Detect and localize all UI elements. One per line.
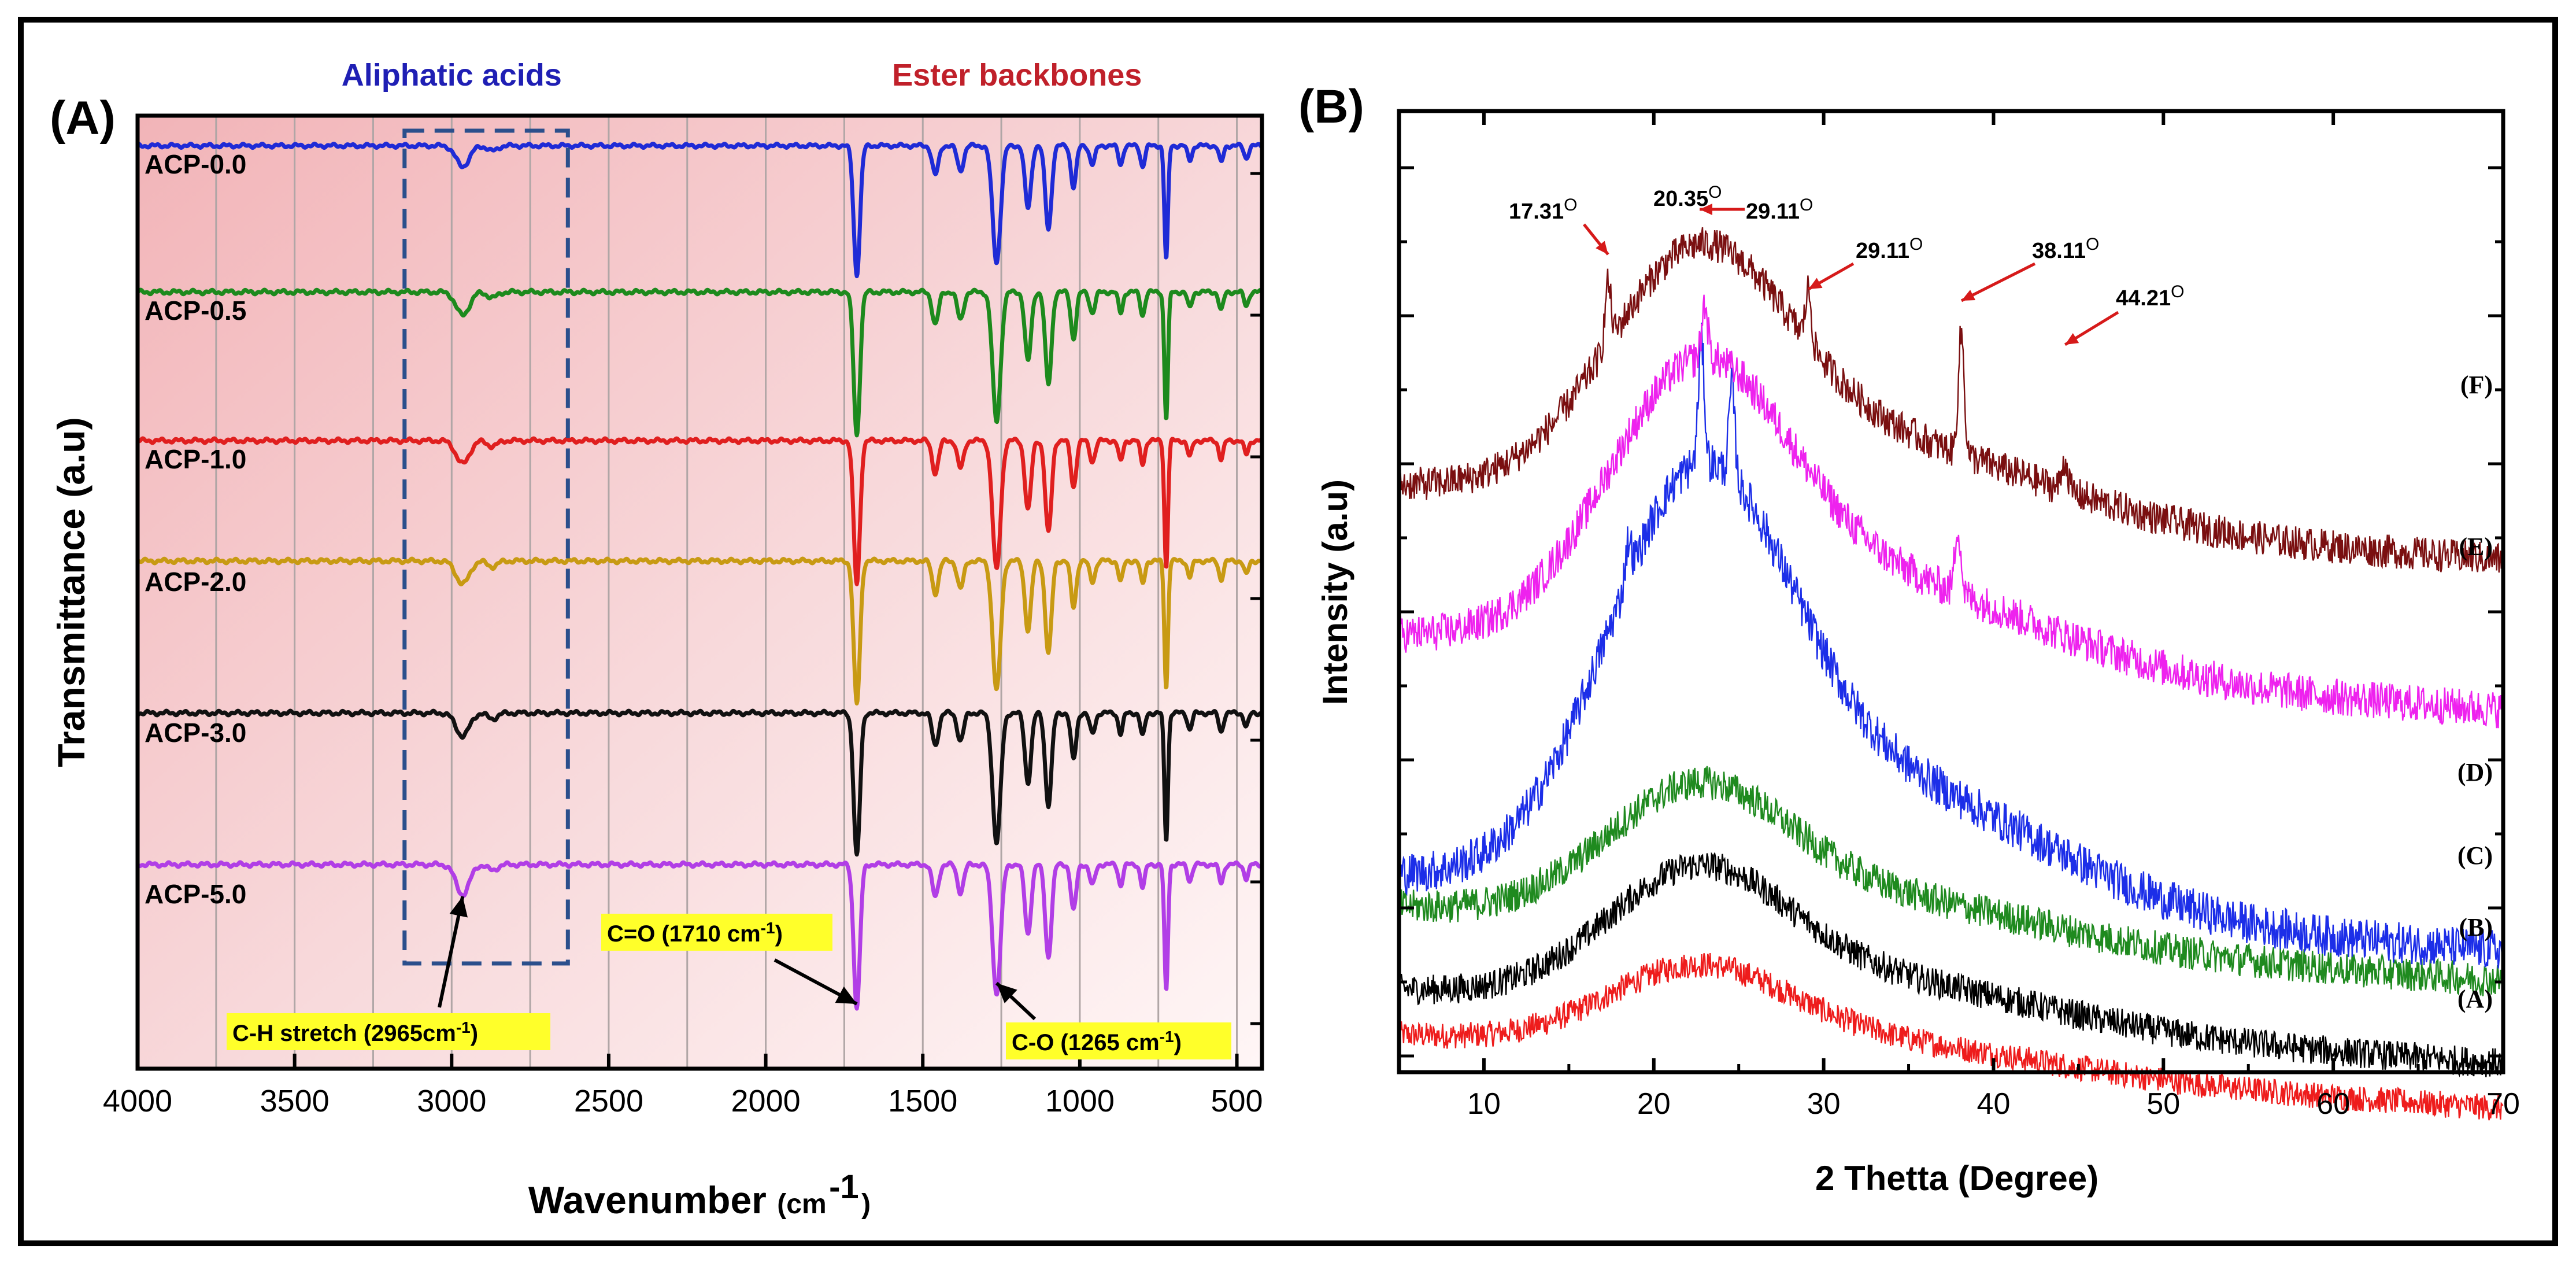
x-tick-label: 40 (1977, 1087, 2011, 1121)
x-tick-label: 3500 (260, 1084, 330, 1118)
panel-a-label: (A) (50, 92, 116, 145)
panel-a-x-axis-title: Wavenumber (528, 1179, 767, 1221)
peak-arrowhead (1700, 204, 1712, 215)
x-tick-label: 50 (2146, 1087, 2180, 1121)
peak-arrow (1960, 262, 2036, 302)
xrd-line-(D) (1398, 322, 2504, 969)
series-label: (F) (2460, 371, 2493, 399)
series-label: ACP-2.0 (145, 567, 246, 597)
peak-label-text: 38.11O (2032, 235, 2099, 263)
annotation: C-O (1265 cm-1) (995, 981, 1231, 1059)
panel-a-x-axis-label: Wavenumber (cm -1 ) (528, 1168, 871, 1221)
series-label: (C) (2457, 841, 2493, 870)
annotation-text: C=O (1710 cm-1) (607, 919, 783, 947)
series-label: (B) (2459, 913, 2493, 941)
spectrum-line-ACP-5.0 (136, 860, 1264, 1011)
panel-a-spectra (136, 141, 1264, 1011)
panel-b-ticks: 10 20 30 40 50 60 70 (1399, 111, 2520, 1121)
panel-b-patterns (1398, 227, 2504, 1121)
peak-arrowhead (1961, 290, 1976, 301)
xrd-line-(C) (1398, 766, 2504, 996)
region-label: Ester backbones (892, 58, 1142, 93)
x-tick-label: 500 (1211, 1084, 1263, 1118)
x-tick-label: 60 (2316, 1087, 2350, 1121)
panel-a: 4000 3500 3000 2500 2000 1500 1000 500 ACP-0.0A… (50, 58, 1264, 1221)
panel-b-plot-background (1399, 111, 2503, 1072)
panel-a-series-labels: ACP-0.0 ACP-0.5 ACP-1.0 ACP-2.0 ACP-3.0 ACP-5… (145, 149, 246, 909)
peak-arrowhead (1596, 241, 1608, 254)
panel-b-label: (B) (1298, 80, 1364, 133)
series-label: ACP-0.5 (145, 296, 246, 326)
panel-b: 10 20 30 40 50 60 70 (A) (B) (C) (D) (E) (F) 17.31O… (1298, 80, 2520, 1198)
x-tick-label: 2000 (731, 1084, 801, 1118)
annotation: C=O (1710 cm-1) (601, 914, 858, 1006)
x-tick-label: 1000 (1045, 1084, 1115, 1118)
x-tick-label: 1500 (888, 1084, 957, 1118)
spectrum-line-ACP-2.0 (136, 556, 1264, 706)
peak-arrowhead (1808, 278, 1823, 289)
annotation-arrowhead (996, 983, 1017, 1003)
x-tick-label: 70 (2486, 1087, 2520, 1121)
panel-a-x-ticks: 4000 3500 3000 2500 2000 1500 1000 500 (103, 172, 1263, 1118)
xrd-line-(A) (1398, 952, 2504, 1121)
panel-a-highlight-box (402, 128, 570, 966)
panel-b-peak-labels: 17.31O 20.35O 29.11O 29.11O 38.11O 44.21O (1509, 183, 2184, 346)
x-tick-label: 3000 (417, 1084, 486, 1118)
panel-a-annotations: C-H stretch (2965cm-1) C=O (1710 cm-1) C-O… (227, 896, 1231, 1059)
x-tick-label: 10 (1467, 1087, 1501, 1121)
peak-arrowhead (2065, 333, 2079, 345)
peak-label: 17.31O (1509, 195, 1609, 256)
panel-b-x-axis-label: 2 Thetta (Degree) (1815, 1159, 2098, 1198)
peak-label-text: 29.11O (1856, 235, 1923, 263)
series-label: ACP-1.0 (145, 444, 246, 474)
annotation-text: C-H stretch (2965cm-1) (232, 1018, 478, 1046)
peak-label: 29.11O (1808, 235, 1923, 291)
peak-label-text: 20.35O (1653, 183, 1722, 211)
spectrum-line-ACP-0.0 (136, 141, 1264, 279)
panel-a-x-axis-unit-close: ) (861, 1189, 871, 1220)
annotation-arrowhead (835, 986, 857, 1004)
peak-label: 44.21O (2064, 282, 2184, 346)
peak-label: 20.35O (1653, 183, 1722, 211)
peak-label-text: 44.21O (2116, 282, 2184, 311)
annotation-highlight (227, 1013, 550, 1050)
spectrum-line-ACP-0.5 (136, 287, 1264, 438)
region-label: Aliphatic acids (342, 58, 562, 93)
x-tick-label: 4000 (103, 1084, 172, 1118)
peak-label-text: 17.31O (1509, 195, 1577, 224)
panel-b-series-labels: (A) (B) (C) (D) (E) (F) (2457, 371, 2493, 1013)
peak-label: 38.11O (1960, 235, 2099, 302)
annotation-arrowhead (449, 896, 468, 918)
series-label: ACP-0.0 (145, 149, 246, 179)
xrd-line-(B) (1398, 852, 2504, 1077)
series-label: (E) (2459, 533, 2493, 561)
panel-a-plot-border (135, 113, 1264, 1071)
panel-a-region-labels: Aliphatic acids Ester backbones (342, 58, 1142, 93)
annotation-highlight (1006, 1022, 1231, 1059)
panel-b-y-axis-label: Intensity (a.u) (1316, 479, 1354, 705)
x-tick-label: 2500 (574, 1084, 643, 1118)
panel-a-x-axis-unit: (cm (777, 1189, 826, 1220)
series-label: ACP-3.0 (145, 718, 246, 748)
panel-b-plot-border (1397, 109, 2505, 1074)
xrd-line-(E) (1398, 294, 2504, 729)
peak-label-text: 29.11O (1746, 195, 1813, 224)
panel-a-y-axis-label: Transmittance (a.u) (50, 417, 92, 767)
spectrum-line-ACP-3.0 (136, 708, 1264, 857)
spectrum-line-ACP-1.0 (136, 436, 1264, 586)
xrd-line-(F) (1398, 227, 2504, 573)
peak-label: 29.11O (1700, 195, 1813, 224)
panel-a-x-axis-unit-exp: -1 (829, 1168, 859, 1206)
series-label: (D) (2457, 758, 2493, 786)
annotation-highlight (601, 914, 832, 951)
x-tick-label: 30 (1807, 1087, 1841, 1121)
annotation-text: C-O (1265 cm-1) (1012, 1028, 1182, 1055)
annotation: C-H stretch (2965cm-1) (227, 896, 550, 1050)
highlight-box (402, 128, 570, 966)
series-label: (A) (2457, 985, 2493, 1013)
x-tick-label: 20 (1637, 1087, 1671, 1121)
series-label: ACP-5.0 (145, 879, 246, 909)
